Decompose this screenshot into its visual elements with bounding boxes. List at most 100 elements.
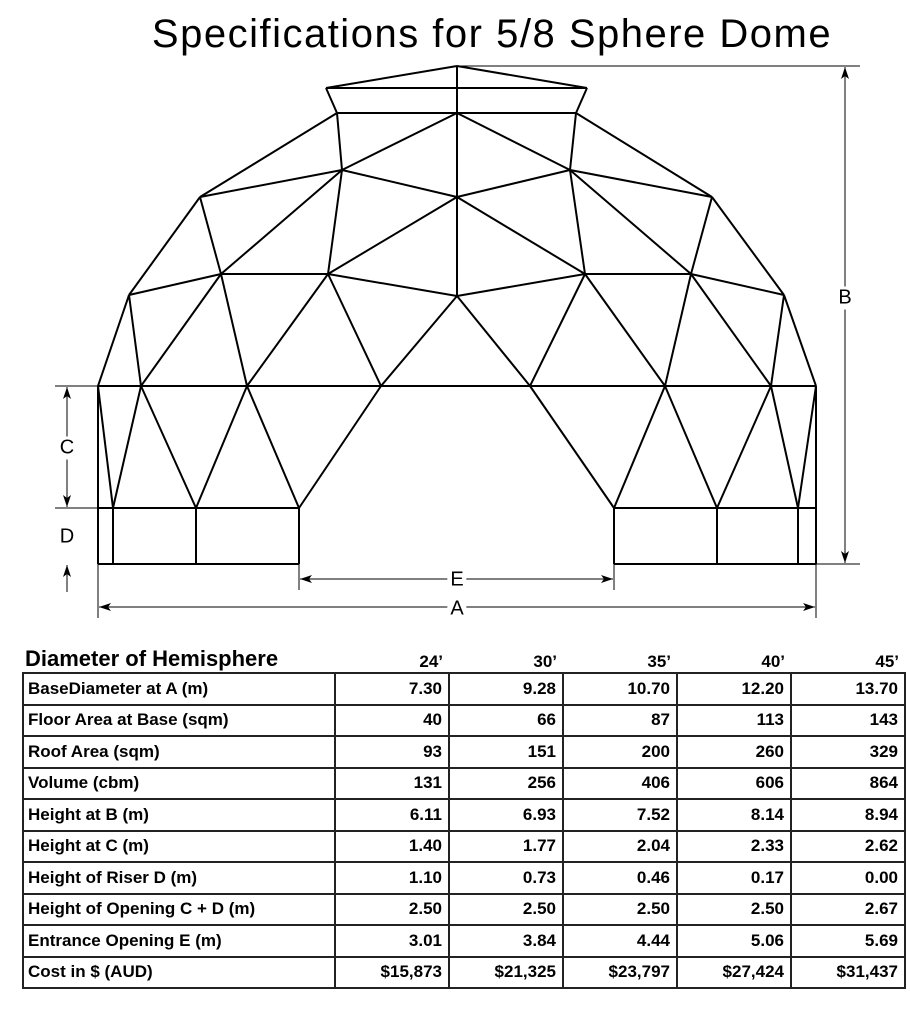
row-label: Roof Area (sqm) [22,735,336,769]
table-cell: $23,797 [562,955,678,989]
table-cell: 12.20 [676,672,792,706]
table-cell: 1.40 [334,829,450,863]
row-label: Cost in $ (AUD) [22,955,336,989]
dome-strut [569,169,692,275]
dome-strut [246,273,329,387]
dome-strut [575,87,588,114]
table-cell: 8.14 [676,798,792,832]
table-row: Floor Area at Base (sqm) 40 66 87 113 143 [22,703,906,737]
table-row: BaseDiameter at A (m) 7.30 9.28 10.70 12.20 1… [22,672,906,706]
dome-strut [456,65,588,89]
table-cell: 143 [790,703,906,737]
dome-strut [797,385,817,509]
table-cell: 0.17 [676,861,792,895]
table-cell: 6.93 [448,798,564,832]
dome-strut [341,169,458,198]
dome-strut [380,295,458,387]
table-cell: 2.33 [676,829,792,863]
table-cell: 1.77 [448,829,564,863]
dome-strut [327,169,343,275]
table-cell: $27,424 [676,955,792,989]
dome-strut [456,196,586,275]
table-cell: 606 [676,766,792,800]
table-cell: 4.44 [562,924,678,958]
table-cell: 6.11 [334,798,450,832]
table-cell: 329 [790,735,906,769]
dome-strut [569,169,713,198]
table-cell: 200 [562,735,678,769]
table-cell: $21,325 [448,955,564,989]
dome-strut [529,385,615,509]
dome-strut [97,294,130,387]
dome-strut [128,273,222,296]
row-label: Volume (cbm) [22,766,336,800]
dome-strut [140,385,197,509]
table-cell: 2.50 [562,892,678,926]
dome-strut [325,65,458,89]
table-cell: $31,437 [790,955,906,989]
dome-strut [584,273,666,387]
table-cell: 3.01 [334,924,450,958]
table-cell: 2.50 [448,892,564,926]
dome-strut [128,196,201,296]
dome-strut [456,169,571,198]
table-cell: 2.62 [790,829,906,863]
table-row: Height of Riser D (m) 1.10 0.73 0.46 0.17 0.0… [22,861,906,895]
dome-strut [529,273,586,387]
dimension-label-b: B [835,286,855,310]
table-row: Volume (cbm) 131 256 406 606 864 [22,766,906,800]
dome-strut [246,385,300,509]
dome-strut [456,273,586,297]
dimension-label-d: D [56,525,78,549]
row-label: BaseDiameter at A (m) [22,672,336,706]
table-cell: 2.50 [334,892,450,926]
table-cell: 0.00 [790,861,906,895]
dome-strut [220,169,343,275]
dome-strut [690,273,785,296]
column-header: 24’ [419,652,443,671]
dome-strut [336,112,343,171]
dimension-label-e: E [447,568,467,592]
dome-strut [770,385,799,509]
table-row: Height at C (m) 1.40 1.77 2.04 2.33 2.62 [22,829,906,863]
dome-strut [327,196,458,275]
dome-strut [690,196,713,275]
table-cell: 5.69 [790,924,906,958]
row-label: Height at B (m) [22,798,336,832]
table-cell: 7.30 [334,672,450,706]
table-cell: 864 [790,766,906,800]
dome-strut [140,273,222,387]
table-cell: 256 [448,766,564,800]
dome-strut [613,385,666,509]
row-label: Floor Area at Base (sqm) [22,703,336,737]
table-cell: 87 [562,703,678,737]
dome-strut [298,385,382,509]
table-cell: 0.73 [448,861,564,895]
dome-strut [327,273,458,297]
dome-strut [199,169,343,198]
table-cell: 5.06 [676,924,792,958]
row-label: Height at C (m) [22,829,336,863]
table-cell: 10.70 [562,672,678,706]
dome-strut [341,112,458,171]
table-cell: 406 [562,766,678,800]
table-cell: 1.10 [334,861,450,895]
table-cell: 3.84 [448,924,564,958]
dome-strut [199,196,222,275]
table-cell: $15,873 [334,955,450,989]
table-cell: 2.04 [562,829,678,863]
table-cell: 260 [676,735,792,769]
table-cell: 2.50 [676,892,792,926]
page-title: Specifications for 5/8 Sphere Dome [151,12,833,56]
column-header: 45’ [875,652,899,671]
dome-strut [327,273,382,387]
table-cell: 0.46 [562,861,678,895]
dome-strut [128,294,142,387]
table-cell: 8.94 [790,798,906,832]
dome-strut [575,112,713,198]
table-cell: 40 [334,703,450,737]
table-row: Height at B (m) 6.11 6.93 7.52 8.14 8.94 [22,798,906,832]
specifications-table: Diameter of Hemisphere 24’ 30’ 35’ 40’ 4… [22,642,906,989]
dome-strut [690,273,772,387]
dome-strut [711,196,785,296]
